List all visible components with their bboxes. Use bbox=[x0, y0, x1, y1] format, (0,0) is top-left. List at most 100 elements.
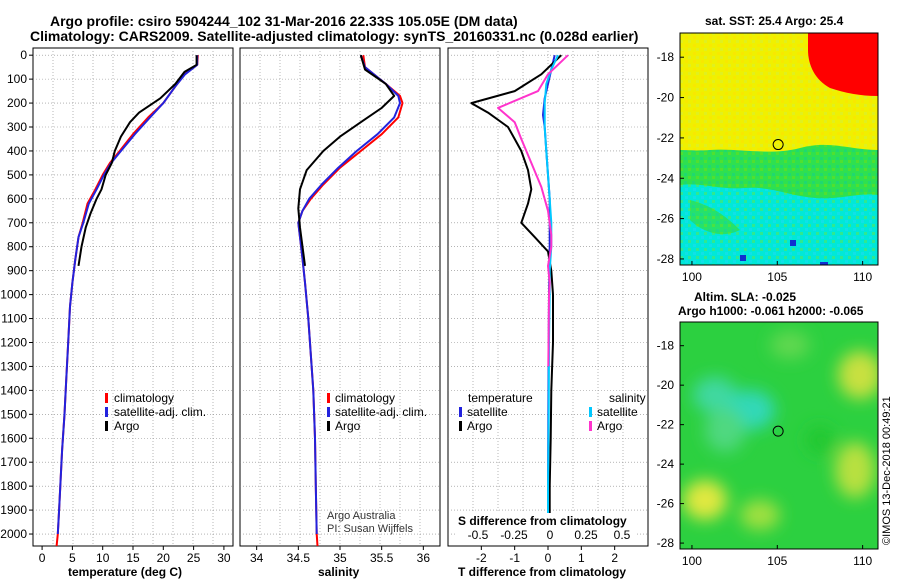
sla-blobs bbox=[683, 331, 878, 530]
x-tick-label: 34.5 bbox=[287, 551, 311, 565]
legend-label-s-argo: Argo bbox=[597, 419, 623, 433]
x-tick-label: -2 bbox=[476, 551, 487, 565]
temperature-x-label: temperature (deg C) bbox=[68, 565, 182, 579]
map-y-tick-label: -20 bbox=[657, 91, 675, 105]
legend-label-t-argo: Argo bbox=[467, 419, 493, 433]
s-difference-label: S difference from climatology bbox=[458, 514, 627, 528]
s-tick-label: 0 bbox=[547, 528, 554, 542]
y-tick-label: 100 bbox=[7, 72, 27, 86]
sst-blue-pixel bbox=[790, 240, 796, 246]
map-y-tick-label: -28 bbox=[657, 252, 675, 266]
sla-map-panel: Altim. SLA: -0.025 Argo h1000: -0.061 h2… bbox=[657, 290, 879, 568]
header-line-1: Argo profile: csiro 5904244_102 31-Mar-2… bbox=[50, 13, 518, 29]
sst-map-title: sat. SST: 25.4 Argo: 25.4 bbox=[705, 14, 844, 28]
map-y-tick-label: -26 bbox=[657, 212, 675, 226]
series-satellite-adj-clim- bbox=[297, 54, 401, 535]
legend-swatch-t-satellite bbox=[459, 407, 462, 417]
sla-map-frame bbox=[679, 321, 879, 550]
sla-map-field bbox=[680, 322, 878, 549]
argo-australia-note: Argo Australia bbox=[327, 510, 396, 522]
argo-location-marker bbox=[772, 139, 784, 151]
x-tick-label: 25 bbox=[187, 551, 201, 565]
map-y-tick-label: -18 bbox=[657, 50, 675, 64]
y-tick-label: 800 bbox=[7, 240, 27, 254]
legend-label-argo: Argo bbox=[114, 419, 140, 433]
difference-x-ticks: -2 -1 0 1 2 bbox=[476, 546, 618, 565]
x-tick-label: 5 bbox=[69, 551, 76, 565]
temperature-legend: climatology satellite-adj. clim. Argo bbox=[105, 391, 206, 433]
y-tick-label: 1500 bbox=[0, 407, 27, 421]
y-tick-label: 500 bbox=[7, 168, 27, 182]
legend-label-satellite: satellite-adj. clim. bbox=[335, 405, 427, 419]
y-tick-label: 1900 bbox=[0, 503, 27, 517]
x-tick-label: 36 bbox=[417, 551, 431, 565]
sla-map-ticks: -18 -20 -22 -24 -26 -28 100 105 110 bbox=[657, 339, 873, 568]
y-tick-label: 600 bbox=[7, 192, 27, 206]
difference-lines bbox=[470, 54, 569, 535]
imos-credit: ©IMOS 13-Dec-2018 00:49:21 bbox=[881, 396, 893, 545]
x-tick-label: 0 bbox=[545, 551, 552, 565]
legend-swatch-t-argo bbox=[459, 421, 462, 431]
legend-label-s-satellite: satellite bbox=[597, 405, 638, 419]
map-x-tick-label: 100 bbox=[682, 270, 702, 284]
temperature-grid bbox=[33, 48, 233, 546]
y-tick-label: 200 bbox=[7, 96, 27, 110]
legend-label-t-satellite: satellite bbox=[467, 405, 508, 419]
legend-label-argo: Argo bbox=[335, 419, 361, 433]
map-y-tick-label: -24 bbox=[657, 171, 675, 185]
y-tick-label: 1100 bbox=[1, 312, 27, 326]
y-tick-label: 700 bbox=[7, 216, 27, 230]
series-salinity-satellite bbox=[543, 54, 559, 534]
salinity-x-label: salinity bbox=[318, 565, 360, 579]
s-tick-label: -0.5 bbox=[468, 528, 489, 542]
map-y-tick-label: -26 bbox=[657, 497, 675, 511]
sst-map-ticks: -18 -20 -22 -24 -26 -28 100 105 110 bbox=[657, 50, 873, 284]
sst-cyan-zone bbox=[680, 184, 878, 265]
map-y-tick-label: -24 bbox=[657, 457, 675, 471]
legend-swatch-satellite bbox=[105, 407, 108, 417]
y-tick-label: 900 bbox=[7, 264, 27, 278]
x-tick-label: 1 bbox=[578, 551, 585, 565]
pi-note: PI: Susan Wijffels bbox=[327, 523, 413, 535]
map-y-tick-label: -18 bbox=[657, 339, 675, 353]
x-tick-label: 34 bbox=[250, 551, 264, 565]
y-tick-label: 300 bbox=[7, 120, 27, 134]
legend-swatch-satellite bbox=[327, 407, 330, 417]
y-tick-label: 1700 bbox=[0, 455, 27, 469]
y-tick-label: 1600 bbox=[0, 431, 27, 445]
sst-map-frame bbox=[679, 32, 879, 266]
t-difference-x-label: T difference from climatology bbox=[458, 565, 626, 579]
sla-map-subtitle: Argo h1000: -0.061 h2000: -0.065 bbox=[678, 304, 864, 318]
map-x-tick-label: 110 bbox=[853, 270, 872, 284]
s-tick-label: 0.25 bbox=[574, 528, 598, 542]
argo-location-marker bbox=[772, 425, 784, 437]
series-salinity-argo bbox=[497, 54, 569, 367]
legend-swatch-s-argo bbox=[589, 421, 592, 431]
s-tick-label: -0.25 bbox=[500, 528, 528, 542]
map-x-tick-label: 100 bbox=[682, 554, 702, 568]
y-tick-label: 1200 bbox=[0, 335, 27, 349]
x-tick-label: -1 bbox=[509, 551, 520, 565]
legend-swatch-argo bbox=[105, 421, 108, 431]
s-tick-label: 0.5 bbox=[614, 528, 631, 542]
x-tick-label: 15 bbox=[126, 551, 140, 565]
sst-green-patch bbox=[690, 200, 740, 235]
map-y-tick-label: -22 bbox=[657, 418, 675, 432]
y-tick-label: 1800 bbox=[0, 479, 27, 493]
x-tick-label: 2 bbox=[611, 551, 618, 565]
s-difference-ticks: -0.5 -0.25 0 0.25 0.5 bbox=[468, 528, 631, 542]
map-x-tick-label: 105 bbox=[767, 270, 787, 284]
y-tick-label: 1300 bbox=[0, 359, 27, 373]
map-y-tick-label: -28 bbox=[657, 536, 675, 550]
sst-red-zone bbox=[808, 33, 878, 96]
series-temperature-argo bbox=[470, 54, 562, 535]
sla-map-title: Altim. SLA: -0.025 bbox=[694, 290, 796, 304]
temperature-x-ticks: 0 5 10 15 20 25 30 bbox=[39, 546, 231, 565]
x-tick-label: 10 bbox=[96, 551, 110, 565]
top-axis-background bbox=[455, 513, 637, 545]
y-tick-label: 1400 bbox=[0, 383, 27, 397]
y-tick-label: 0 bbox=[20, 48, 27, 62]
legend-label-satellite: satellite-adj. clim. bbox=[114, 405, 206, 419]
sst-blue-pixel bbox=[820, 262, 828, 265]
